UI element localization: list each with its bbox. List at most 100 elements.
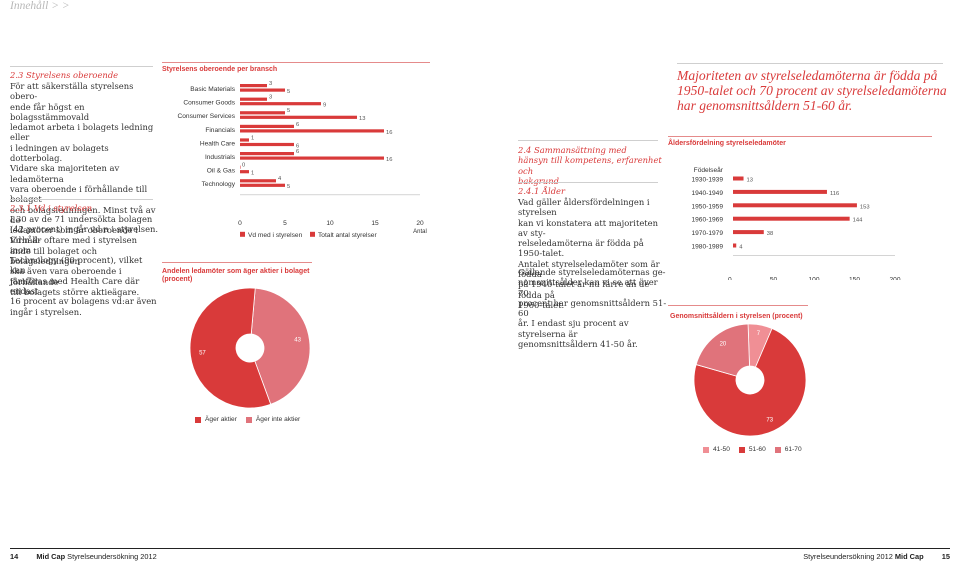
bar-total [240,115,357,119]
text-line: Majoriteten av styrelseledamöterna är fö… [677,68,938,83]
section-title-2-4-1: 2.4.1 Ålder [518,186,566,196]
axis-unit: Antal [413,229,427,235]
text-line: Vad gäller åldersfördelningen i styrelse… [518,197,650,218]
footer-brand-left: Mid Cap [36,552,66,561]
tick-label: 20 [416,220,424,227]
text-line: Vd:n är oftare med i styrelsen inom [10,234,138,255]
data-label: 9 [323,103,326,109]
text-line: 2.4 Sammansättning med [518,145,627,155]
section-body-2-4-1b: Gällande styrelseledamöternas ge-nomsnit… [518,267,668,349]
bar-total [240,142,294,147]
text-line: hänsyn till kompetens, erfarenhet och [518,155,662,176]
data-label: 3 [269,81,272,87]
data-label: 153 [860,204,870,210]
text-line: Gällande styrelseledamöternas ge- [518,267,666,277]
text-line: Technology (80 procent), vilket kan [10,255,143,276]
text-line: år. I endast sju procent av styrelserna … [518,318,629,339]
legend-label: Vd med i styrelsen [248,232,303,239]
footer-text-right: Styrelseundersökning 2012 [803,552,893,561]
data-label: 5 [287,89,290,95]
data-label: 1 [251,171,254,177]
column-header: Födelseår [694,166,724,174]
legend-swatch [240,231,245,237]
pie-chart-1-title-1: Andelen ledamöter som äger aktier i bola… [162,268,310,275]
text-line: (42 procent) ingår vd:n i styrelsen. [10,224,159,235]
bar-total [240,183,285,187]
text-line: vara oberoende i förhållande till bolage… [10,183,148,204]
section-body-2-4-1: Vad gäller åldersfördelningen i styrelse… [518,197,668,310]
bar-vd [240,111,285,115]
legend-label: 41-50 [713,446,730,453]
bar-vd [240,97,267,101]
tick-label: 200 [889,276,900,280]
category-label: 1980-1989 [691,244,723,251]
pie-slice [693,328,807,437]
category-label: 1950-1959 [691,203,723,210]
text-line: kan vi konstatera att majoriteten av sty… [518,217,659,238]
section-body-2-3-1: I 30 av de 71 undersökta bolagen (42 proc… [10,214,160,317]
nav-link[interactable]: Innehåll > > [10,0,70,12]
data-label: 73 [766,418,773,424]
text-line: ingår i styrelsen. [10,306,82,317]
data-label: 38 [767,231,773,237]
category-label: 1960-1969 [691,217,723,224]
bar-chart-2: Födelseår 1930-1939 13 1940-1949 116 1950-195… [691,166,900,280]
legend-swatch [703,446,709,453]
pie-slice [250,287,311,405]
page-number-left: 14 [10,552,19,561]
text-line: 1950-talet och 70 procent av styrelseled… [677,83,947,98]
text-line: ledamot arbeta i bolagets ledning eller [10,122,154,143]
tick-label: 0 [728,276,732,280]
text-line: procent har genomsnittsåldern 51-60 [518,297,667,319]
tick-label: 50 [770,276,778,280]
category-label: Financials [205,127,235,134]
bar-vd [240,165,241,169]
data-label: 4 [278,176,282,182]
divider [518,140,658,141]
text-line: 1960-talet. [518,299,565,310]
data-label: 16 [386,130,392,136]
bar-vd [240,84,267,88]
page-number-right: 15 [941,552,950,561]
tick-label: 15 [371,220,379,227]
legend-label: 51-60 [748,446,766,453]
divider [668,136,932,137]
data-label: 20 [720,341,727,347]
bar-total [240,102,321,106]
bar-chart-1-title: Styrelsens oberoende per bransch [162,66,278,73]
text-line: nomsnittsålder kan vi se att över 70 [518,277,658,298]
bar-vd [240,124,294,128]
data-label: 144 [853,218,863,224]
text-line: ende får högst en bolagsstämmovald [10,101,90,122]
text-line: på 1940-talet är nu färre än de födda på [518,279,650,300]
pie-chart-2-title: Genomsnittsåldern i styrelsen (procent) [670,313,803,320]
bar [733,176,744,181]
tick-label: 5 [283,220,287,227]
text-line: I 30 av de 71 undersökta bolagen [10,214,153,224]
bar-total [240,129,384,133]
text-line: har genomsnittsåldern 51-60 år. [677,98,853,113]
bar [733,216,850,221]
text-line: i ledningen av bolagets dotterbolag. [10,142,109,164]
category-label: Basic Materials [190,86,235,93]
bar-chart-2-title: Åldersfördelning styrelseledamöter [668,140,786,147]
data-label: 5 [287,108,290,114]
tick-label: 0 [238,220,242,227]
bar-chart-1: Basic Materials 3 5 Consumer Goods 3 9 Consume… [177,81,427,239]
text-line: 16 procent av bolagens vd:ar även [10,296,157,307]
bar-vd [240,138,249,142]
text-line: Vidare ska majoriteten av ledamöterna [10,163,120,184]
text-line: ledamöter som är oberoende i förhåll- [10,225,138,246]
data-label: 1 [251,135,254,141]
bar-vd [240,179,276,183]
data-label: 116 [830,191,839,197]
headline: Majoriteten av styrelseledamöterna är fö… [677,68,957,113]
text-line: jämföras med Health Care där endast [10,275,140,297]
bar-total [240,170,249,174]
divider [162,262,312,263]
section-title-2-3: 2.3 Styrelsens oberoende [10,70,119,80]
divider [677,63,943,64]
data-label: 43 [294,338,301,344]
category-label: Consumer Goods [183,100,235,107]
bar-vd [240,152,294,156]
